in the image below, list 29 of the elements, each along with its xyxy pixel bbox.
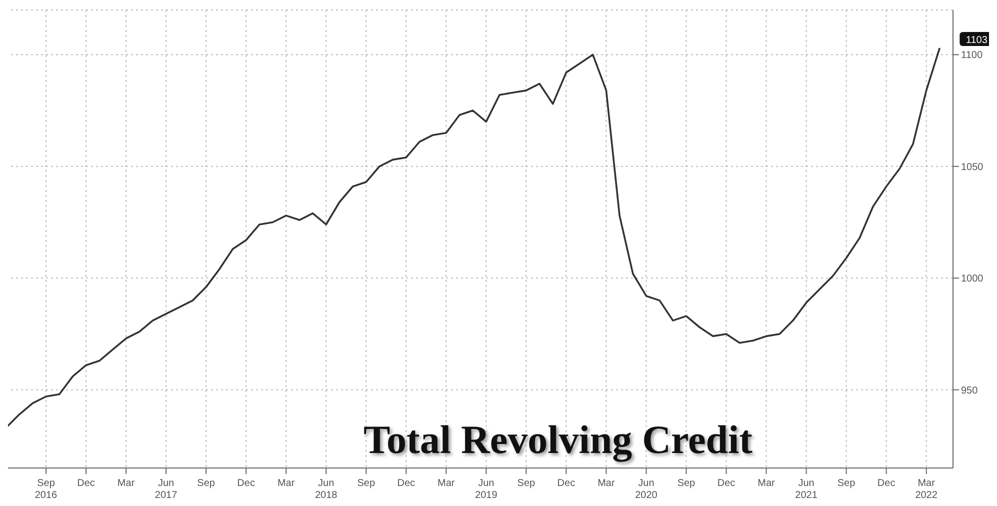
x-tick-label: Mar [598,478,616,489]
annotation: 1103 [966,34,988,46]
x-tick-label: Jun 2019 [475,478,498,501]
x-tick-label: Sep [837,478,856,489]
x-tick-label: Sep [357,478,376,489]
x-tick-label: Jun 2017 [154,478,178,501]
x-tick-label: Dec [557,478,576,489]
x-tick-label: Mar [438,478,456,489]
y-tick-label: 1100 [961,50,983,62]
x-tick-label: Dec [77,478,95,489]
x-tick-label: Dec [877,478,896,489]
x-tick-label: Sep [517,478,536,489]
x-tick-label: Jun 2021 [795,478,818,501]
text: Total Revolving Credit [362,416,754,463]
x-tick-label: Dec [237,478,255,489]
x-tick-label: Sep [197,478,216,489]
x-tick-label: Mar 2022 [915,478,938,501]
y-tick-label: 1000 [961,274,984,285]
x-tick-label: Jun 2018 [314,478,338,501]
x-tick-label: Mar [758,478,776,489]
x-tick-label: Mar [277,478,296,489]
x-tick-label: Mar [117,478,136,489]
x-tick-label: Jun 2020 [635,478,658,501]
y-tick-label: 1050 [961,162,984,173]
y-tick-label: 950 [961,385,978,396]
x-tick-label: Sep [677,478,696,489]
x-tick-label: Sep 2016 [34,478,58,501]
x-tick-label: Dec [717,478,736,489]
x-tick-label: Dec [397,478,416,489]
